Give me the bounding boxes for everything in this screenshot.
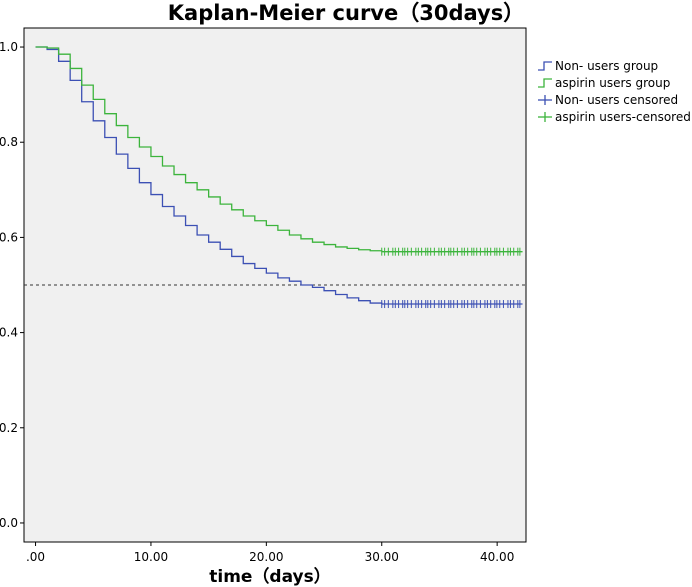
x-tick-label: 40.00 bbox=[480, 550, 514, 564]
legend-label: aspirin users-censored bbox=[555, 110, 691, 124]
series-line-aspirin-users-group bbox=[35, 46, 383, 252]
x-tick-label: 20.00 bbox=[249, 550, 283, 564]
y-tick-label: 1.0 bbox=[0, 40, 18, 54]
legend-label: Non- users censored bbox=[555, 93, 678, 107]
x-tick-label: 30.00 bbox=[365, 550, 399, 564]
x-axis-label: time（days） bbox=[209, 567, 331, 587]
legend-swatch-step bbox=[538, 78, 552, 88]
axes-layer: 0.0 0.2 0.4 0.6 0.8 1.0 .00 10.00 20.00 30.00 40.0… bbox=[0, 40, 514, 564]
y-tick-label: 0.0 bbox=[0, 516, 18, 530]
x-tick-label: 10.00 bbox=[134, 550, 168, 564]
series-layer bbox=[35, 46, 383, 305]
legend: Non- users group aspirin users group Non- … bbox=[538, 59, 691, 124]
legend-swatch-step bbox=[538, 61, 552, 71]
chart-title: Kaplan-Meier curve（30days） bbox=[167, 1, 525, 25]
legend-label: aspirin users group bbox=[555, 76, 670, 90]
y-tick-label: 0.6 bbox=[0, 230, 18, 244]
x-tick-label: .00 bbox=[26, 550, 45, 564]
y-tick-label: 0.2 bbox=[0, 421, 18, 435]
y-tick-label: 0.4 bbox=[0, 326, 18, 340]
legend-label: Non- users group bbox=[555, 59, 658, 73]
series-line-non-users-group bbox=[35, 46, 383, 305]
y-tick-label: 0.8 bbox=[0, 135, 18, 149]
censor-layer bbox=[381, 247, 523, 309]
